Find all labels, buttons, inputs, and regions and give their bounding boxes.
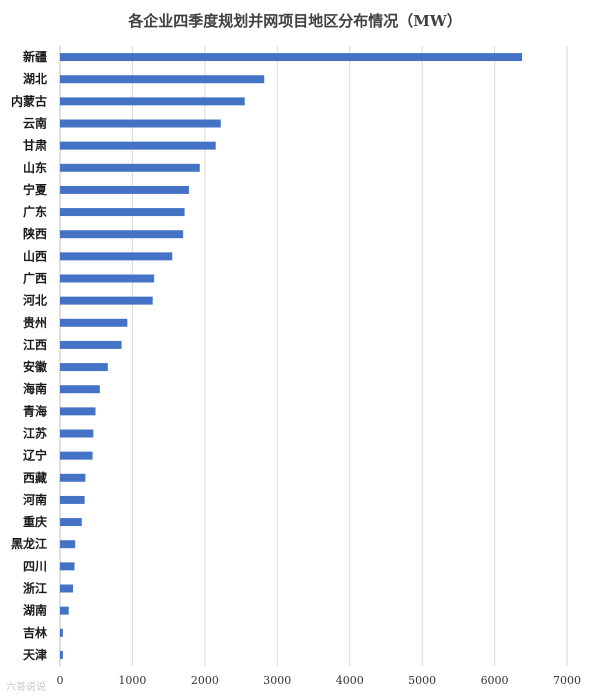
bar: [60, 429, 94, 438]
x-tick-label: 1000: [118, 674, 146, 687]
bar: [60, 407, 96, 416]
x-tick-label: 0: [57, 674, 64, 687]
category-label: 山东: [23, 160, 47, 175]
bar: [60, 97, 245, 106]
category-label: 新疆: [23, 49, 47, 64]
bar: [60, 540, 76, 549]
category-label: 广东: [23, 204, 47, 219]
x-tick-labels: 0 1000 2000 3000 4000 5000 6000 7000: [57, 674, 582, 687]
x-tick-label: 2000: [191, 674, 219, 687]
category-label: 陕西: [23, 226, 47, 241]
bar: [60, 606, 69, 615]
bar: [60, 208, 185, 217]
category-label: 江西: [23, 337, 47, 352]
category-label: 天津: [23, 647, 47, 662]
x-tick-label: 6000: [481, 674, 509, 687]
category-label: 四川: [23, 559, 47, 573]
bar: [60, 141, 216, 150]
bar: [60, 562, 75, 571]
bar: [60, 628, 63, 637]
bar: [60, 385, 100, 394]
category-label: 内蒙古: [11, 93, 47, 108]
category-label: 湖北: [23, 71, 47, 86]
category-label: 重庆: [23, 514, 47, 529]
category-label: 贵州: [23, 315, 47, 330]
category-label: 辽宁: [23, 448, 47, 463]
category-label: 江苏: [23, 426, 47, 441]
category-label: 安徽: [23, 359, 48, 374]
bar: [60, 473, 86, 482]
category-label: 广西: [23, 271, 47, 286]
bar: [60, 252, 173, 261]
category-label: 湖南: [23, 603, 47, 618]
bar: [60, 650, 63, 659]
category-label: 海南: [23, 381, 47, 396]
category-label: 西藏: [23, 470, 47, 485]
bar: [60, 363, 108, 372]
chart-title: 各企业四季度规划并网项目地区分布情况（MW）: [128, 12, 462, 30]
bar: [60, 518, 82, 527]
category-label: 黑龙江: [11, 536, 47, 551]
x-tick-label: 3000: [263, 674, 291, 687]
gridlines: [59, 46, 568, 666]
bar: [60, 451, 93, 460]
category-label: 山西: [23, 248, 47, 263]
category-label: 河北: [22, 293, 47, 308]
bar: [60, 296, 153, 305]
x-tick-label: 4000: [336, 674, 364, 687]
bar: [60, 53, 523, 62]
category-label: 云南: [23, 116, 47, 131]
x-tick-label: 5000: [408, 674, 436, 687]
category-label: 吉林: [23, 625, 47, 640]
bar: [60, 185, 189, 194]
bar: [60, 230, 184, 239]
bar: [60, 274, 155, 283]
bar: [60, 119, 221, 128]
category-label: 河南: [22, 492, 47, 507]
category-labels: 新疆湖北内蒙古云南甘肃山东宁夏广东陕西山西广西河北贵州江西安徽海南青海江苏辽宁西…: [11, 49, 48, 662]
bar: [60, 495, 85, 504]
category-label: 青海: [23, 403, 47, 418]
bar: [60, 340, 122, 349]
category-label: 宁夏: [23, 182, 48, 197]
bar: [60, 318, 128, 327]
category-label: 浙江: [23, 581, 47, 596]
bars: [60, 53, 523, 659]
bar: [60, 75, 265, 84]
bar: [60, 584, 74, 593]
category-label: 甘肃: [23, 138, 47, 153]
bar: [60, 163, 200, 172]
watermark: 六哥说说: [6, 682, 46, 693]
x-tick-label: 7000: [553, 674, 581, 687]
